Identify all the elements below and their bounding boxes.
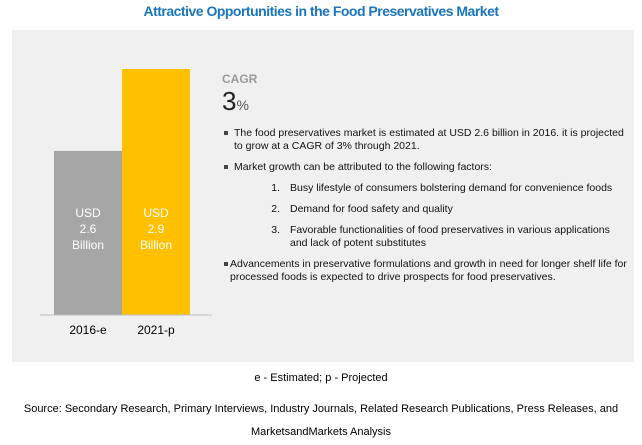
bar-label-2021: USD 2.9 Billion xyxy=(122,205,190,253)
factor-text: Favorable functionalities of food preser… xyxy=(290,224,610,249)
bar-label-line: USD xyxy=(75,206,101,220)
cagr-unit: % xyxy=(236,97,249,113)
bar-label-line: USD xyxy=(143,206,169,220)
bar-chart xyxy=(40,69,212,316)
bar-label-line: Billion xyxy=(139,238,172,252)
description: The food preservatives market is estimat… xyxy=(222,127,627,292)
bar-label-line: 2.9 xyxy=(147,222,165,236)
factor-item: 1. Busy lifestyle of consumers bolstering… xyxy=(222,182,627,195)
bullet: Advancements in preservative formulation… xyxy=(222,258,627,284)
bar-2016-e xyxy=(54,151,122,315)
source-note: Source: Secondary Research, Primary Inte… xyxy=(23,403,619,438)
factor-item: 2. Demand for food safety and quality xyxy=(222,203,627,216)
factor-number: 1. xyxy=(271,182,280,194)
factor-number: 2. xyxy=(271,203,280,215)
factor-item: 3. Favorable functionalities of food pres… xyxy=(222,224,627,250)
infographic-panel: USD 2.6 Billion USD 2.9 Billion 2016-e 2021-… xyxy=(12,30,634,362)
page-title: Attractive Opportunities in the Food Pre… xyxy=(143,3,499,19)
bar-2021-p xyxy=(122,69,190,315)
bullet: The food preservatives market is estimat… xyxy=(222,127,627,153)
cagr-label: CAGR xyxy=(222,72,258,86)
bar-label-2016: USD 2.6 Billion xyxy=(54,205,122,253)
factor-list: 1. Busy lifestyle of consumers bolstering… xyxy=(222,182,627,250)
cagr-number: 3 xyxy=(222,86,237,116)
x-tick-label: 2016-e xyxy=(69,323,107,337)
factor-text: Busy lifestyle of consumers bolstering d… xyxy=(290,182,613,194)
bullet: Market growth can be attributed to the f… xyxy=(222,161,627,174)
factor-text: Demand for food safety and quality xyxy=(290,203,453,215)
factor-number: 3. xyxy=(271,224,280,236)
legend-note: e - Estimated; p - Projected xyxy=(254,372,388,384)
bar-label-line: 2.6 xyxy=(79,222,97,236)
x-tick-label: 2021-p xyxy=(137,323,175,337)
bar-label-line: Billion xyxy=(71,238,104,252)
cagr-value: 3% xyxy=(222,86,249,117)
